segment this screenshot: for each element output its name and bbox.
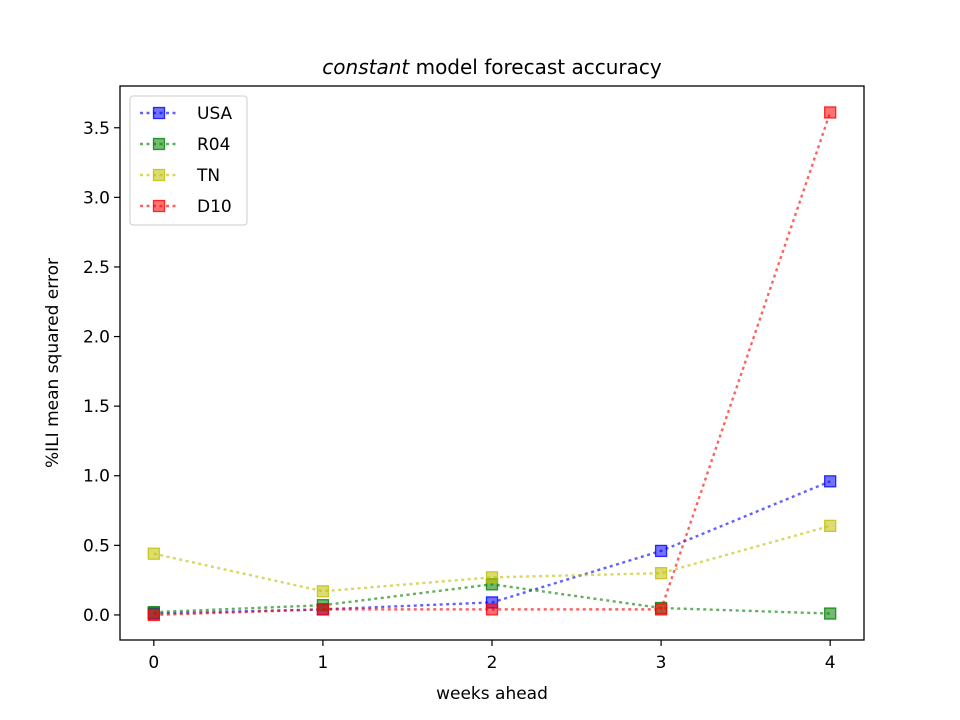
legend-frame <box>129 95 248 226</box>
data-point-tn <box>316 585 330 598</box>
legend-marker-usa <box>152 106 166 120</box>
legend-label-usa: USA <box>197 104 233 124</box>
chart-title: constant model forecast accuracy <box>322 55 662 79</box>
data-point-r04 <box>824 607 837 620</box>
y-tick-label: 0.0 <box>83 606 110 626</box>
legend-marker-r04 <box>152 137 166 151</box>
x-tick-label: 4 <box>825 653 836 673</box>
data-point-d10 <box>824 106 837 119</box>
data-point-d10 <box>316 603 330 616</box>
data-point-tn <box>654 567 668 580</box>
ticks-layer: 0 1 2 3 4 0.0 0.5 1.0 1.5 2.0 2.5 3.0 3.5 <box>83 119 836 673</box>
legend-label-d10: D10 <box>197 197 232 217</box>
legend-marker-tn <box>152 168 166 182</box>
data-point-d10 <box>654 603 668 616</box>
y-tick-label: 0.5 <box>83 536 110 556</box>
legend: USA R04 TN D10 <box>129 95 248 226</box>
data-point-usa <box>824 475 837 488</box>
y-tick-label: 3.5 <box>83 119 110 139</box>
x-tick-label: 0 <box>148 653 159 673</box>
y-tick-label: 1.5 <box>83 397 110 417</box>
y-axis-label: %ILI mean squared error <box>43 258 63 468</box>
data-point-tn <box>147 547 160 560</box>
x-tick-label: 2 <box>487 653 498 673</box>
x-tick-label: 1 <box>317 653 328 673</box>
legend-marker-d10 <box>152 199 166 213</box>
x-axis-label: weeks ahead <box>436 684 548 704</box>
plot-frame <box>119 85 865 641</box>
y-tick-label: 3.0 <box>83 188 110 208</box>
chart-title-rest: model forecast accuracy <box>409 55 662 79</box>
legend-label-r04: R04 <box>197 135 230 155</box>
y-tick-label: 2.0 <box>83 328 110 348</box>
chart-title-italic: constant <box>322 55 410 79</box>
y-tick-label: 2.5 <box>83 258 110 278</box>
data-point-tn <box>485 571 499 584</box>
data-point-tn <box>824 519 837 533</box>
data-point-usa <box>654 544 668 558</box>
data-point-d10 <box>147 608 160 622</box>
x-tick-label: 3 <box>656 653 667 673</box>
series-layer <box>147 106 837 622</box>
y-tick-label: 1.0 <box>83 467 110 487</box>
data-point-d10 <box>485 603 499 616</box>
legend-label-tn: TN <box>196 166 220 186</box>
